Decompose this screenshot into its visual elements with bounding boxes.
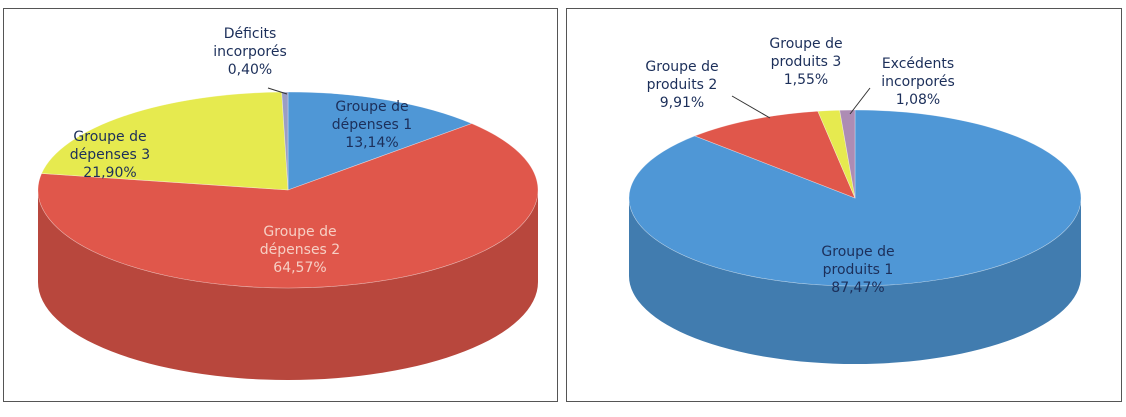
slice-value: 21,90% [83, 165, 137, 181]
slice-value: 1,55% [783, 72, 829, 88]
slice-side [38, 190, 538, 380]
slice-category: Groupe de dépenses 1 [331, 99, 413, 133]
slice-category: Groupe de produits 1 [821, 244, 895, 278]
slice-label: Groupe de dépenses 3 21,90% [45, 128, 175, 182]
slice [839, 109, 856, 199]
leader-line [267, 87, 288, 95]
slice-value: 1,08% [895, 92, 941, 108]
slice-category: Déficits incorporés [213, 26, 287, 60]
slice-label: Excédents incorporés 1,08% [853, 55, 983, 109]
slice-category: Groupe de dépenses 2 [259, 224, 341, 258]
slice-category: Groupe de produits 3 [769, 36, 843, 70]
slice-side [629, 198, 1081, 364]
slice-value: 9,91% [659, 95, 705, 111]
slice-category: Groupe de dépenses 3 [69, 129, 151, 163]
chart-panel [3, 8, 558, 402]
slice-label: Groupe de produits 2 9,91% [617, 58, 747, 112]
leader-line [849, 87, 871, 115]
leader-line [731, 95, 771, 119]
slice-value: 64,57% [273, 260, 327, 276]
slice [41, 91, 289, 191]
slice [693, 110, 856, 199]
slice-label: Groupe de dépenses 1 13,14% [307, 98, 437, 152]
slice-label: Groupe de produits 1 87,47% [793, 243, 923, 297]
slice-value: 13,14% [345, 135, 399, 151]
slice-category: Excédents incorporés [881, 56, 955, 90]
slice [287, 91, 473, 191]
slice-label: Groupe de dépenses 2 64,57% [235, 223, 365, 277]
slice [37, 123, 539, 289]
slice-label: Groupe de produits 3 1,55% [741, 35, 871, 89]
chart-panel [566, 8, 1122, 402]
slice-label: Déficits incorporés 0,40% [185, 25, 315, 79]
slice-value: 0,40% [227, 62, 273, 78]
slice-value: 87,47% [831, 280, 885, 296]
slice-category: Groupe de produits 2 [645, 59, 719, 93]
